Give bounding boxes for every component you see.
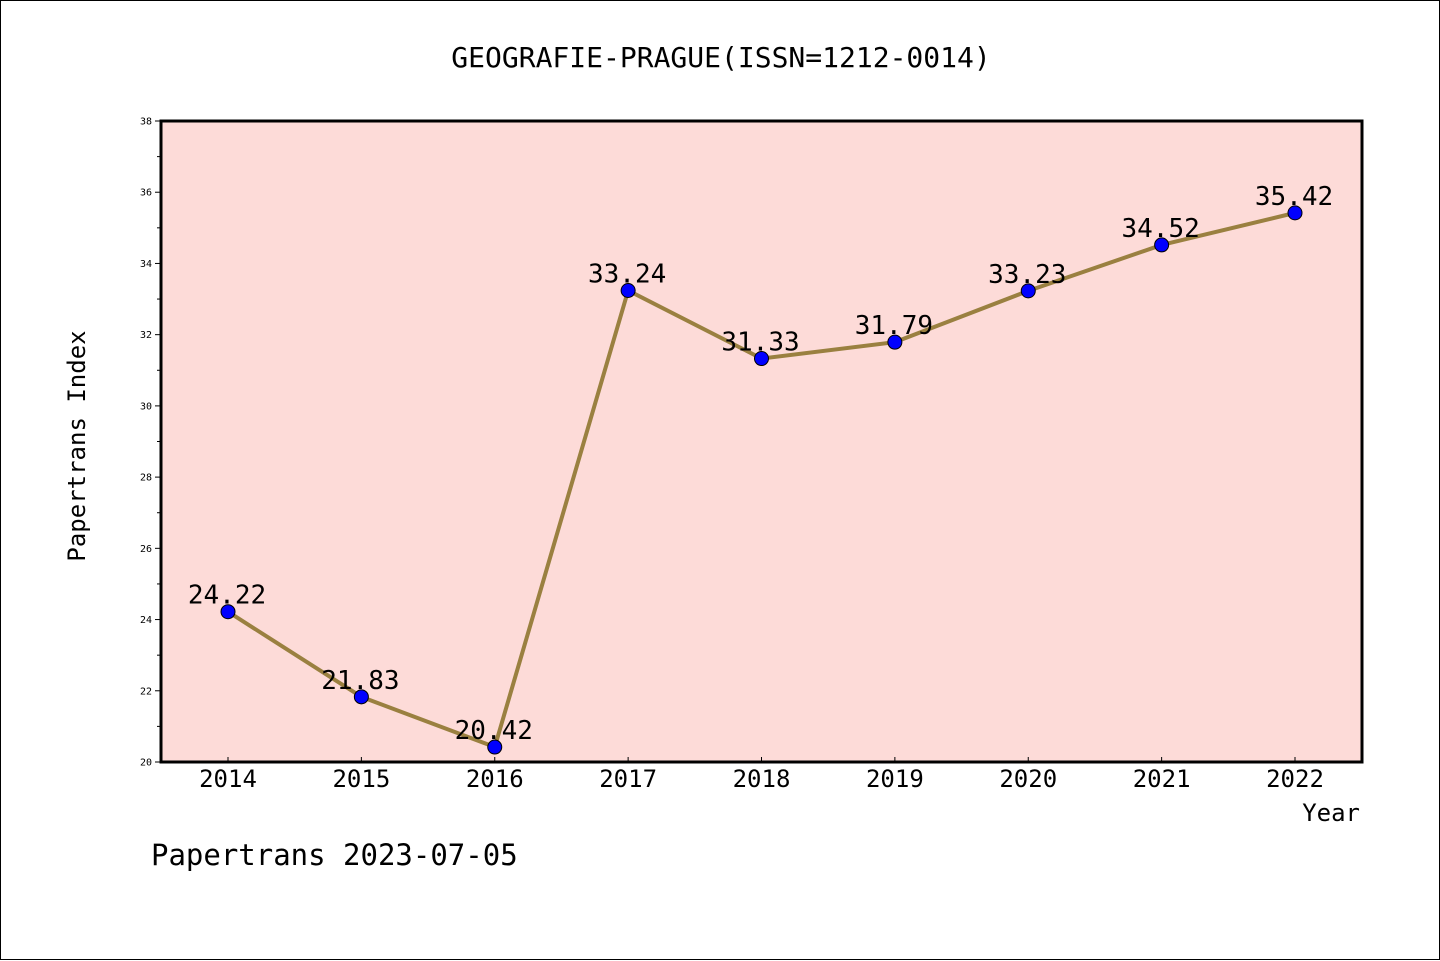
data-label: 31.79 [855,311,933,341]
y-tick-label: 22 [140,686,152,697]
plot-area [159,119,1364,764]
data-label: 33.24 [588,260,666,290]
footer-credit: Papertrans 2023-07-05 [151,838,518,872]
data-label: 21.83 [321,666,399,696]
data-point [487,739,503,755]
y-tick-label: 26 [140,544,152,555]
data-label: 20.42 [455,716,533,746]
series-layer: 24.22 21.83 20.42 33.24 31.33 31.79 33.23 34.52… [188,182,1333,755]
y-tick-label: 38 [140,117,152,128]
data-label: 31.33 [721,328,799,358]
x-tick-label: 2021 [1133,765,1191,793]
y-axis-title: Papertrans Index [63,330,91,561]
data-label: 34.52 [1121,214,1199,244]
y-tick-label: 32 [140,330,152,341]
data-point [220,604,236,620]
x-tick-label: 2022 [1266,765,1324,793]
data-point [620,283,636,299]
y-tick-label: 24 [140,615,152,626]
data-point [1154,237,1170,253]
data-point [353,689,369,705]
data-label: 35.42 [1255,182,1333,212]
data-point [1020,283,1036,299]
x-tick-label: 2014 [199,765,257,793]
x-tick-label: 2015 [332,765,390,793]
data-point [1287,205,1303,221]
y-tick-label: 20 [140,758,152,769]
x-axis: 2014 2015 2016 2017 2018 2019 2020 2021 2022 [199,757,1324,793]
x-tick-label: 2018 [733,765,791,793]
y-tick-label: 28 [140,473,152,484]
x-tick-label: 2020 [999,765,1057,793]
data-label: 33.23 [988,260,1066,290]
x-tick-label: 2019 [866,765,924,793]
chart-title: GEOGRAFIE-PRAGUE(ISSN=1212-0014) [451,41,990,74]
y-tick-label: 30 [140,401,152,412]
data-point [754,351,769,367]
y-axis: 20 22 24 26 28 30 32 34 36 38 [140,117,161,769]
y-tick-label: 34 [140,259,152,270]
data-point [887,334,903,350]
data-label: 24.22 [188,581,266,611]
x-tick-label: 2016 [466,765,524,793]
x-axis-title: Year [1302,799,1360,827]
x-tick-label: 2017 [599,765,657,793]
y-tick-label: 36 [140,188,152,199]
